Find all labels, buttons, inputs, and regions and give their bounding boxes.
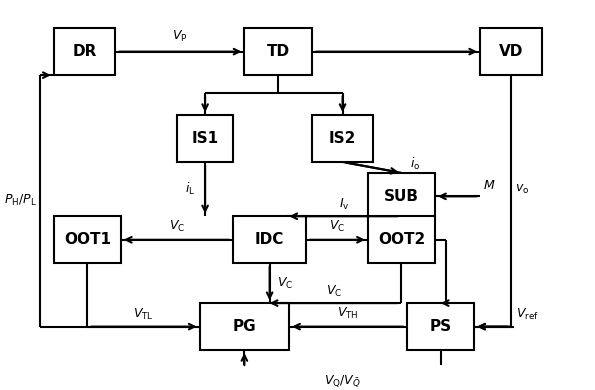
Bar <box>199 303 289 350</box>
Text: $M$: $M$ <box>483 179 495 192</box>
Text: $V_\mathrm{C}$: $V_\mathrm{C}$ <box>169 219 185 234</box>
Text: $V_\mathrm{Q}/V_{\bar{Q}}$: $V_\mathrm{Q}/V_{\bar{Q}}$ <box>324 373 361 389</box>
Text: $I_\mathrm{v}$: $I_\mathrm{v}$ <box>339 197 349 212</box>
Text: IS2: IS2 <box>329 131 356 146</box>
Text: $V_\mathrm{C}$: $V_\mathrm{C}$ <box>326 284 342 299</box>
Text: $i_\mathrm{L}$: $i_\mathrm{L}$ <box>184 181 195 197</box>
Text: VD: VD <box>499 44 523 59</box>
Bar <box>368 216 435 263</box>
Text: PS: PS <box>430 319 452 334</box>
Text: $V_\mathrm{C}$: $V_\mathrm{C}$ <box>329 219 345 234</box>
Text: PG: PG <box>233 319 256 334</box>
Bar <box>54 216 121 263</box>
Text: $V_\mathrm{C}$: $V_\mathrm{C}$ <box>277 276 294 291</box>
Text: SUB: SUB <box>384 189 419 204</box>
Bar <box>407 303 474 350</box>
Bar <box>245 28 312 75</box>
Text: DR: DR <box>73 44 96 59</box>
Text: OOT2: OOT2 <box>378 232 425 247</box>
Bar <box>54 28 115 75</box>
Text: $V_\mathrm{ref}$: $V_\mathrm{ref}$ <box>516 307 539 322</box>
Text: IDC: IDC <box>255 232 284 247</box>
Text: $P_\mathrm{H}/P_\mathrm{L}$: $P_\mathrm{H}/P_\mathrm{L}$ <box>4 193 37 208</box>
Bar <box>368 173 435 220</box>
Text: $i_\mathrm{o}$: $i_\mathrm{o}$ <box>411 156 421 172</box>
Bar <box>177 115 233 162</box>
Bar <box>312 115 374 162</box>
Bar <box>480 28 541 75</box>
Text: $V_\mathrm{TL}$: $V_\mathrm{TL}$ <box>133 307 154 322</box>
Text: $V_\mathrm{TH}$: $V_\mathrm{TH}$ <box>337 306 359 321</box>
Bar <box>233 216 306 263</box>
Text: TD: TD <box>267 44 290 59</box>
Text: IS1: IS1 <box>192 131 219 146</box>
Text: OOT1: OOT1 <box>64 232 111 247</box>
Text: $v_\mathrm{o}$: $v_\mathrm{o}$ <box>515 183 530 196</box>
Text: $V_\mathrm{P}$: $V_\mathrm{P}$ <box>172 28 187 44</box>
